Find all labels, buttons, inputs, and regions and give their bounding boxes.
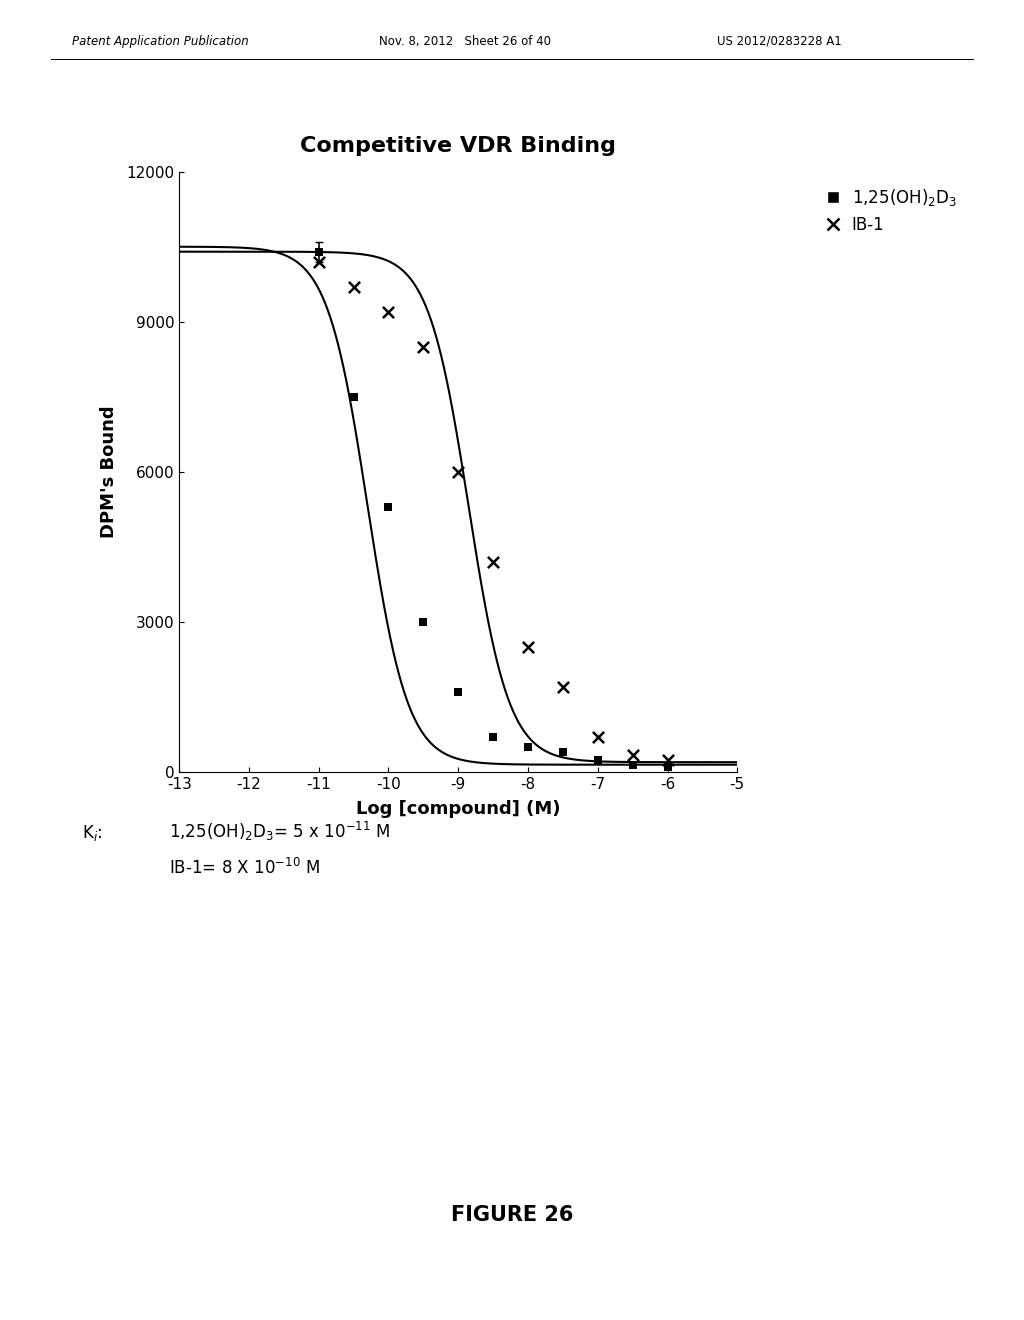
Legend: 1,25(OH)$_2$D$_3$, IB-1: 1,25(OH)$_2$D$_3$, IB-1 <box>816 180 964 240</box>
Point <box>485 552 502 573</box>
Point <box>590 750 606 771</box>
Text: 1,25(OH)$_2$D$_3$= 5 x 10$^{-11}$ M: 1,25(OH)$_2$D$_3$= 5 x 10$^{-11}$ M <box>169 820 390 843</box>
Point <box>310 242 327 263</box>
Point <box>485 726 502 747</box>
Point <box>451 681 467 702</box>
Point <box>520 737 537 758</box>
Point <box>415 611 431 632</box>
Title: Competitive VDR Binding: Competitive VDR Binding <box>300 136 616 156</box>
Point <box>659 750 676 771</box>
Point <box>659 756 676 777</box>
Text: FIGURE 26: FIGURE 26 <box>451 1205 573 1225</box>
Point <box>415 337 431 358</box>
X-axis label: Log [compound] (M): Log [compound] (M) <box>356 800 560 818</box>
Y-axis label: DPM's Bound: DPM's Bound <box>100 405 118 539</box>
Point <box>590 726 606 747</box>
Text: Nov. 8, 2012   Sheet 26 of 40: Nov. 8, 2012 Sheet 26 of 40 <box>379 34 551 48</box>
Point <box>555 742 571 763</box>
Point <box>380 496 396 517</box>
Point <box>520 636 537 657</box>
Text: Patent Application Publication: Patent Application Publication <box>72 34 249 48</box>
Text: K$_i$:: K$_i$: <box>82 824 102 843</box>
Point <box>451 461 467 482</box>
Point <box>380 301 396 322</box>
Point <box>555 677 571 698</box>
Text: US 2012/0283228 A1: US 2012/0283228 A1 <box>717 34 842 48</box>
Point <box>310 251 327 272</box>
Point <box>345 387 361 408</box>
Point <box>345 276 361 297</box>
Text: IB-1= 8 X 10$^{-10}$ M: IB-1= 8 X 10$^{-10}$ M <box>169 858 319 878</box>
Point <box>625 744 641 766</box>
Point <box>625 754 641 775</box>
